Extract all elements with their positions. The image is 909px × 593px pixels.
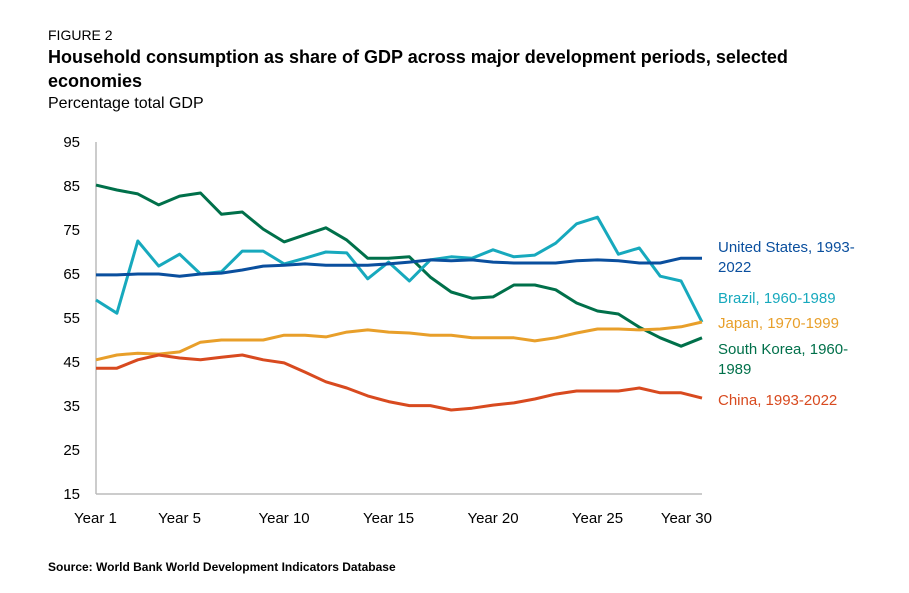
series-label: Japan, 1970-1999	[718, 315, 839, 332]
series-label: United States, 1993-	[718, 239, 855, 256]
x-tick-label: Year 20	[467, 510, 518, 527]
x-tick-label: Year 1	[74, 510, 117, 527]
series-label: Brazil, 1960-1989	[718, 290, 836, 307]
x-tick-label: Year 15	[363, 510, 414, 527]
y-tick-label: 35	[63, 398, 80, 415]
series-line	[95, 320, 703, 362]
x-tick-label: Year 10	[258, 510, 309, 527]
y-tick-label: 55	[63, 310, 80, 327]
y-tick-label: 15	[63, 486, 80, 503]
series-line	[95, 183, 703, 348]
y-tick-label: 65	[63, 266, 80, 283]
y-tick-label: 85	[63, 178, 80, 195]
x-tick-label: Year 30	[661, 510, 712, 527]
x-tick-label: Year 25	[572, 510, 623, 527]
series-label: South Korea, 1960-	[718, 341, 848, 358]
series-label: 1989	[718, 361, 751, 378]
y-tick-label: 75	[63, 222, 80, 239]
y-tick-label: 95	[63, 134, 80, 151]
source-note: Source: World Bank World Development Ind…	[48, 560, 396, 574]
series-line	[95, 215, 704, 323]
series-line	[96, 256, 702, 278]
y-tick-label: 45	[63, 354, 80, 371]
series-label: China, 1993-2022	[718, 392, 837, 409]
chart-title: Household consumption as share of GDP ac…	[48, 47, 788, 91]
x-tick-label: Year 5	[158, 510, 201, 527]
y-axis-label: Percentage total GDP	[48, 95, 204, 112]
y-tick-label: 25	[63, 442, 80, 459]
figure-label: FIGURE 2	[48, 27, 113, 43]
series-line	[96, 353, 703, 412]
series-label: 2022	[718, 259, 751, 276]
